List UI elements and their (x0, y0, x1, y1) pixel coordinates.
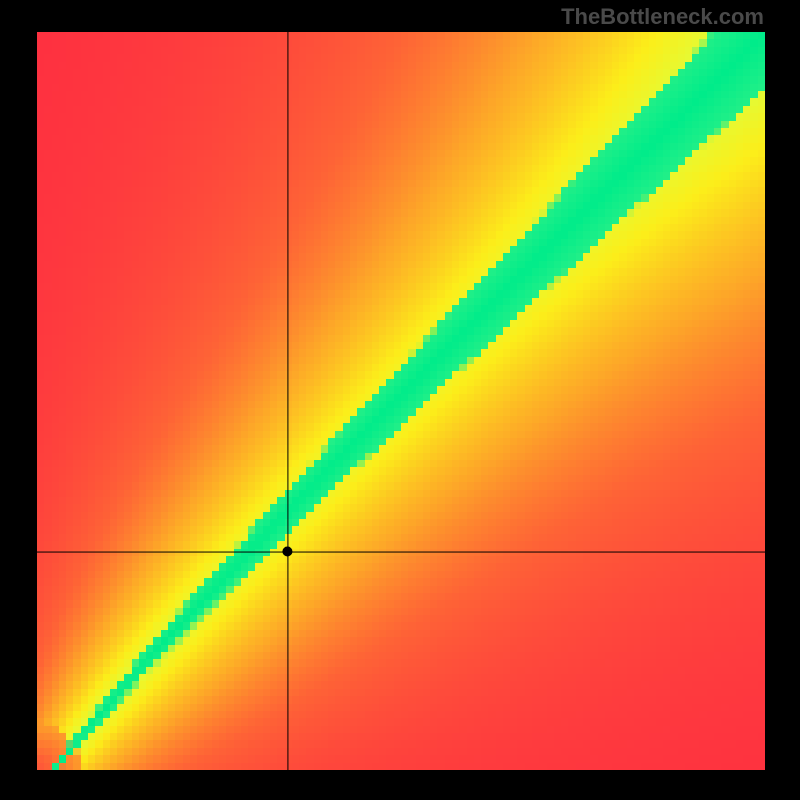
bottleneck-heatmap (37, 32, 765, 770)
watermark-text: TheBottleneck.com (561, 4, 764, 30)
